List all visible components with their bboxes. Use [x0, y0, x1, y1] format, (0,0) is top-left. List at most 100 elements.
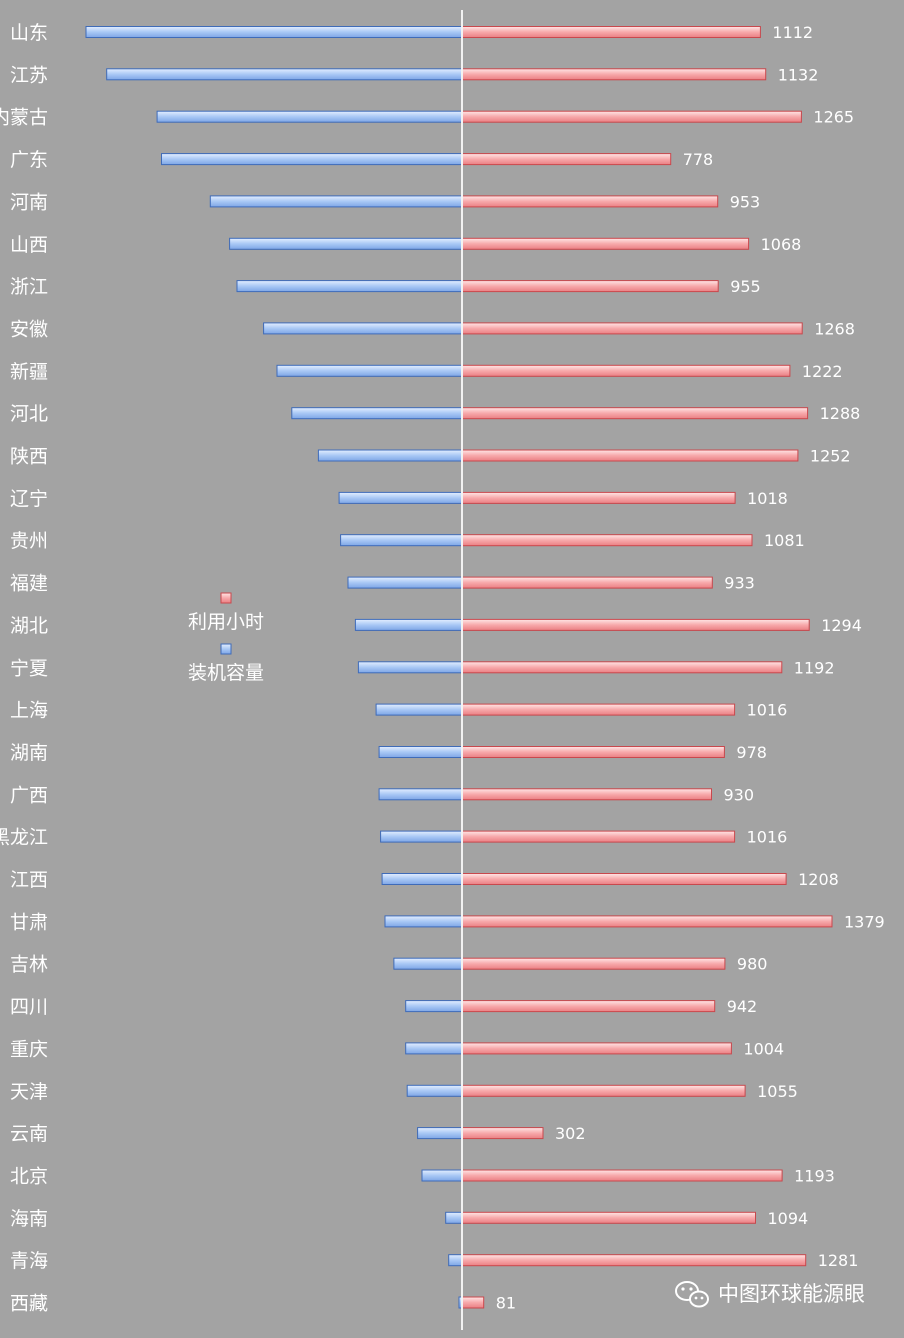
- bar-utilization-13: [461, 576, 713, 589]
- bar-utilization-6: [461, 280, 719, 293]
- bar-utilization-2: [461, 110, 802, 123]
- bar-capacity-16: [375, 703, 463, 716]
- bar-utilization-8: [461, 364, 791, 377]
- installed-capacity-bars: [85, 26, 463, 1309]
- value-label-12: 1081: [764, 531, 805, 550]
- watermark-text: 中图环球能源眼: [718, 1282, 865, 1306]
- bar-utilization-26: [461, 1127, 544, 1140]
- bar-utilization-14: [461, 618, 810, 631]
- bar-capacity-10: [317, 449, 463, 462]
- watermark: 中图环球能源眼: [675, 1281, 865, 1308]
- category-label-21: 甘肃: [10, 911, 48, 933]
- category-label-23: 四川: [10, 996, 48, 1018]
- bar-capacity-24: [405, 1042, 463, 1055]
- bar-utilization-20: [461, 873, 787, 885]
- category-label-3: 广东: [10, 149, 48, 171]
- value-label-28: 1094: [768, 1209, 809, 1228]
- bar-utilization-18: [461, 788, 712, 801]
- value-label-29: 1281: [818, 1251, 859, 1270]
- value-label-6: 955: [730, 277, 761, 296]
- wechat-icon: [675, 1281, 709, 1308]
- bar-capacity-5: [229, 237, 463, 250]
- value-label-21: 1379: [844, 912, 885, 931]
- bar-utilization-30: [461, 1296, 485, 1309]
- bar-capacity-18: [378, 788, 463, 801]
- bar-capacity-0: [85, 26, 463, 38]
- category-label-0: 山东: [10, 22, 48, 44]
- value-label-17: 978: [736, 743, 767, 762]
- value-label-9: 1288: [820, 404, 861, 423]
- bar-capacity-28: [445, 1211, 463, 1224]
- value-labels: 1112 1132 1265 778 953 1068 955 1268 1222 1288 125…: [496, 23, 885, 1313]
- legend: 利用小时 装机容量: [188, 592, 264, 684]
- bar-capacity-3: [161, 153, 463, 166]
- category-label-16: 上海: [10, 700, 48, 722]
- category-label-13: 福建: [10, 573, 48, 595]
- bar-capacity-22: [393, 957, 463, 970]
- category-label-17: 湖南: [10, 742, 48, 764]
- category-label-10: 陕西: [10, 446, 48, 468]
- value-label-7: 1268: [814, 319, 855, 338]
- bar-capacity-26: [417, 1127, 463, 1140]
- bar-capacity-17: [378, 746, 463, 758]
- value-label-24: 1004: [743, 1039, 784, 1058]
- bar-utilization-16: [461, 703, 736, 716]
- category-label-11: 辽宁: [10, 488, 48, 510]
- value-label-20: 1208: [798, 870, 839, 889]
- category-label-22: 吉林: [10, 954, 48, 976]
- bar-capacity-2: [156, 110, 463, 123]
- value-label-10: 1252: [810, 447, 851, 466]
- value-label-16: 1016: [747, 701, 788, 720]
- value-label-22: 980: [737, 955, 768, 974]
- category-label-24: 重庆: [10, 1038, 48, 1060]
- bar-utilization-4: [461, 195, 719, 208]
- value-label-14: 1294: [821, 616, 862, 635]
- bar-utilization-28: [461, 1211, 756, 1224]
- bar-utilization-10: [461, 449, 799, 462]
- category-label-30: 西藏: [10, 1293, 48, 1315]
- bar-capacity-21: [384, 915, 463, 928]
- category-label-2: 内蒙古: [0, 107, 48, 129]
- legend-label-utilization: 利用小时: [188, 611, 264, 633]
- value-label-18: 930: [724, 785, 755, 804]
- bar-utilization-23: [461, 1000, 716, 1013]
- bar-utilization-15: [461, 661, 783, 674]
- legend-swatch-utilization: [220, 592, 232, 604]
- value-label-26: 302: [555, 1124, 586, 1143]
- category-label-19: 黑龙江: [0, 827, 48, 849]
- legend-label-capacity: 装机容量: [188, 662, 264, 684]
- bar-utilization-0: [461, 26, 761, 38]
- bar-utilization-11: [461, 491, 736, 504]
- category-label-25: 天津: [10, 1081, 48, 1103]
- category-label-18: 广西: [10, 784, 48, 806]
- category-label-6: 浙江: [10, 276, 48, 298]
- value-label-30: 81: [496, 1294, 516, 1313]
- value-label-3: 778: [683, 150, 714, 169]
- value-label-11: 1018: [747, 489, 788, 508]
- bar-capacity-20: [381, 873, 463, 885]
- value-label-1: 1132: [778, 65, 819, 84]
- bar-capacity-1: [106, 68, 463, 81]
- category-label-14: 湖北: [10, 615, 48, 637]
- category-label-27: 北京: [10, 1166, 48, 1188]
- bar-capacity-8: [276, 364, 463, 377]
- category-label-4: 河南: [10, 191, 48, 213]
- bar-utilization-27: [461, 1169, 783, 1182]
- category-label-9: 河北: [10, 403, 48, 425]
- utilization-hours-bars: [461, 26, 833, 1309]
- bar-capacity-29: [448, 1254, 463, 1267]
- category-label-8: 新疆: [10, 361, 48, 383]
- bar-utilization-7: [461, 322, 803, 335]
- category-label-28: 海南: [10, 1208, 48, 1230]
- value-label-4: 953: [730, 192, 761, 211]
- value-label-25: 1055: [757, 1082, 798, 1101]
- bar-capacity-13: [347, 576, 463, 589]
- legend-swatch-capacity: [220, 643, 232, 655]
- value-label-2: 1265: [813, 108, 854, 127]
- category-label-7: 安徽: [10, 318, 48, 340]
- bar-utilization-21: [461, 915, 833, 928]
- value-label-5: 1068: [761, 235, 802, 254]
- bar-utilization-12: [461, 534, 753, 547]
